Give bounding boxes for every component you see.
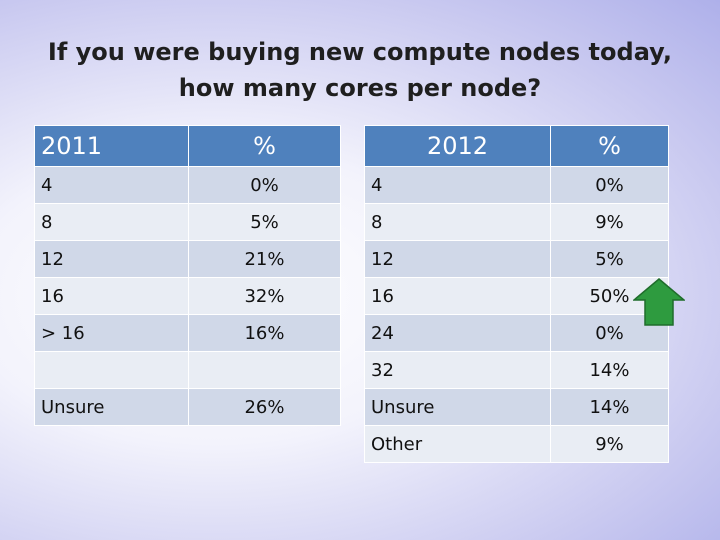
table-row: 12 5% <box>364 240 669 278</box>
cores-cell <box>34 351 189 389</box>
table-row: 32 14% <box>364 351 669 389</box>
table-2012: 2012 % 4 0% 8 9% 12 5% 16 50% 24 0% 32 1… <box>364 125 669 463</box>
percent-cell: 21% <box>188 240 341 278</box>
percent-cell: 32% <box>188 277 341 315</box>
percent-cell: 0% <box>550 166 669 204</box>
cores-cell: Unsure <box>34 388 189 426</box>
table-row: 16 50% <box>364 277 669 315</box>
table-row: Other 9% <box>364 425 669 463</box>
cores-cell: > 16 <box>34 314 189 352</box>
cores-cell: 32 <box>364 351 551 389</box>
cores-cell: 4 <box>364 166 551 204</box>
cores-cell: 24 <box>364 314 551 352</box>
cores-cell: 12 <box>34 240 189 278</box>
cores-cell: Unsure <box>364 388 551 426</box>
cores-cell: 16 <box>364 277 551 315</box>
header-percent: % <box>188 125 341 167</box>
table-row-empty <box>34 351 341 389</box>
table-row: 24 0% <box>364 314 669 352</box>
percent-cell <box>188 351 341 389</box>
cores-cell: 8 <box>34 203 189 241</box>
percent-cell: 26% <box>188 388 341 426</box>
table-row: Unsure 14% <box>364 388 669 426</box>
cores-cell: Other <box>364 425 551 463</box>
title-line-1: If you were buying new compute nodes tod… <box>47 38 673 66</box>
header-year: 2011 <box>34 125 189 167</box>
table-row: > 16 16% <box>34 314 341 352</box>
percent-cell: 5% <box>550 240 669 278</box>
header-percent: % <box>550 125 669 167</box>
table-header-row: 2012 % <box>364 125 669 167</box>
percent-cell: 14% <box>550 351 669 389</box>
cores-cell: 16 <box>34 277 189 315</box>
table-row: 16 32% <box>34 277 341 315</box>
table-2011: 2011 % 4 0% 8 5% 12 21% 16 32% > 16 16% … <box>34 125 341 426</box>
percent-cell: 14% <box>550 388 669 426</box>
table-header-row: 2011 % <box>34 125 341 167</box>
table-row: 4 0% <box>34 166 341 204</box>
cores-cell: 4 <box>34 166 189 204</box>
header-year: 2012 <box>364 125 551 167</box>
percent-cell: 9% <box>550 425 669 463</box>
percent-cell: 5% <box>188 203 341 241</box>
table-row: 4 0% <box>364 166 669 204</box>
table-row: Unsure 26% <box>34 388 341 426</box>
percent-cell: 16% <box>188 314 341 352</box>
arrow-shape <box>633 278 685 326</box>
cores-cell: 12 <box>364 240 551 278</box>
green-up-arrow-icon <box>633 278 685 326</box>
table-row: 8 5% <box>34 203 341 241</box>
table-row: 12 21% <box>34 240 341 278</box>
slide-title: If you were buying new compute nodes tod… <box>20 34 700 106</box>
title-line-2: how many cores per node? <box>178 74 542 102</box>
percent-cell: 9% <box>550 203 669 241</box>
percent-cell: 0% <box>188 166 341 204</box>
cores-cell: 8 <box>364 203 551 241</box>
table-row: 8 9% <box>364 203 669 241</box>
